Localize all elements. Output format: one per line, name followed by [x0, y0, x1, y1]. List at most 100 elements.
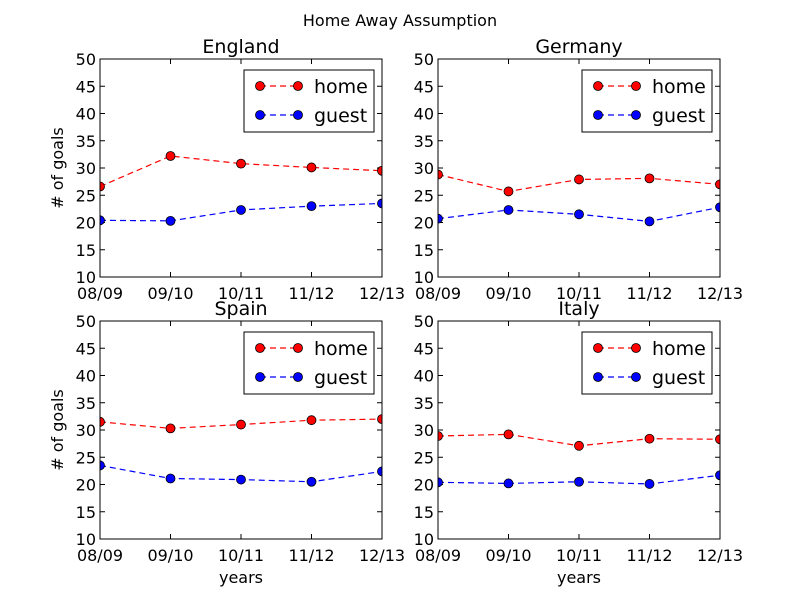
italy-plot-area [438, 429, 720, 489]
england-xtick-label: 08/09 [77, 284, 123, 303]
germany-guest-point [438, 213, 443, 224]
germany-ytick-label: 40 [414, 105, 434, 124]
spain-home-point [100, 416, 105, 427]
england-home-point [165, 151, 176, 161]
spain-panel: Spain 10 15 20 25 30 35 40 45 50 08/09 09/10 10/11 11… [48, 298, 405, 587]
germany-legend: home guest [581, 69, 713, 133]
germany-home-point [503, 186, 514, 197]
italy-ytick-label: 35 [414, 394, 434, 413]
italy-legend-guest-marker [631, 372, 641, 382]
england-axes-frame [99, 58, 383, 278]
england-ytick-label: 20 [76, 214, 96, 233]
italy-ytick-label: 45 [414, 339, 434, 358]
germany-ytick-label: 30 [414, 159, 434, 178]
germany-legend-home-label: home [652, 76, 706, 98]
spain-guest-point [165, 473, 176, 484]
england-plot-area [100, 151, 382, 226]
italy-xtick-label: 11/12 [626, 546, 672, 565]
italy-home-point [574, 440, 584, 451]
germany-title: Germany [535, 36, 622, 58]
spain-ylabel: # of goals [48, 389, 67, 471]
spain-legend-home-label: home [314, 338, 368, 360]
germany-legend-home-marker [593, 81, 603, 91]
germany-guest-point [574, 209, 584, 220]
italy-ytick-label: 50 [414, 312, 434, 331]
italy-xtick-label: 08/09 [415, 546, 461, 565]
germany-xtick-label: 09/10 [485, 284, 531, 303]
italy-legend: home guest [581, 331, 713, 395]
england-ytick-label: 35 [76, 132, 96, 151]
spain-ytick-label: 20 [76, 476, 96, 495]
spain-legend-guest-label: guest [314, 367, 367, 389]
germany-ytick-label: 20 [414, 214, 434, 233]
england-home-point [306, 162, 317, 173]
spain-home-point [377, 414, 382, 424]
germany-xtick-label: 10/11 [556, 284, 602, 303]
spain-home-point [165, 423, 176, 434]
england-ytick-label: 15 [76, 241, 96, 260]
germany-xtick-label: 12/13 [697, 284, 743, 303]
spain-guest-point [377, 466, 382, 477]
germany-ytick-label: 50 [414, 50, 434, 69]
germany-guest-point [503, 205, 514, 215]
spain-xtick-label: 08/09 [77, 546, 123, 565]
italy-home-point [503, 429, 514, 440]
spain-xlabel: years [219, 568, 263, 587]
italy-home-point [715, 434, 720, 445]
spain-guest-point [306, 476, 317, 487]
germany-guest-point [644, 216, 655, 227]
spain-ytick-label: 35 [76, 394, 96, 413]
germany-ytick-label: 35 [414, 132, 434, 151]
spain-xtick-label: 10/11 [218, 546, 264, 565]
germany-legend-box [581, 69, 713, 133]
spain-ytick-label: 45 [76, 339, 96, 358]
italy-axes-frame [437, 320, 721, 540]
germany-panel: Germany 10 15 20 25 30 35 40 45 50 08/09 09/10 10/11… [414, 36, 743, 303]
italy-title: Italy [558, 298, 599, 320]
spain-xtick-label: 09/10 [147, 546, 193, 565]
italy-guest-point [574, 476, 584, 487]
england-legend-guest-marker [293, 110, 303, 120]
england-ytick-label: 25 [76, 186, 96, 205]
italy-ytick-label: 40 [414, 367, 434, 386]
spain-ytick-label: 50 [76, 312, 96, 331]
italy-legend-home-marker [593, 343, 603, 353]
italy-ytick-label: 25 [414, 448, 434, 467]
spain-legend-home-marker [293, 343, 303, 353]
spain-legend-box [243, 331, 375, 395]
england-ytick-label: 40 [76, 105, 96, 124]
italy-legend-home-label: home [652, 338, 706, 360]
italy-ytick-label: 10 [414, 530, 434, 549]
italy-xlabel: years [557, 568, 601, 587]
england-legend: home guest [243, 69, 375, 133]
england-legend-home-marker [293, 81, 303, 91]
spain-ytick-label: 40 [76, 367, 96, 386]
germany-legend-guest-marker [631, 110, 641, 120]
italy-xtick-label: 12/13 [697, 546, 743, 565]
spain-guest-point [236, 474, 246, 485]
spain-axes-frame [99, 320, 383, 540]
italy-legend-home-marker [631, 343, 641, 353]
spain-xtick-label: 12/13 [359, 546, 405, 565]
england-legend-box [243, 69, 375, 133]
italy-legend-box [581, 331, 713, 395]
germany-xtick-label: 08/09 [415, 284, 461, 303]
italy-guest-point [644, 479, 655, 489]
spain-ytick-label: 10 [76, 530, 96, 549]
italy-xtick-label: 10/11 [556, 546, 602, 565]
england-panel: England 10 15 20 25 30 35 40 45 50 08/09 09/10 10/11… [48, 36, 405, 303]
england-legend-home-label: home [314, 76, 368, 98]
england-legend-home-marker [255, 81, 265, 91]
spain-xtick-label: 11/12 [288, 546, 334, 565]
germany-legend-guest-marker [593, 110, 603, 120]
england-guest-point [236, 205, 246, 215]
england-ytick-label: 10 [76, 268, 96, 287]
spain-title: Spain [214, 298, 267, 320]
england-home-point [377, 165, 382, 176]
germany-ytick-label: 15 [414, 241, 434, 260]
figure-suptitle: Home Away Assumption [303, 11, 497, 30]
subplot-grid: England 10 15 20 25 30 35 40 45 50 08/09 09/10 10/11… [48, 36, 743, 587]
england-xtick-label: 12/13 [359, 284, 405, 303]
spain-legend-guest-marker [293, 372, 303, 382]
